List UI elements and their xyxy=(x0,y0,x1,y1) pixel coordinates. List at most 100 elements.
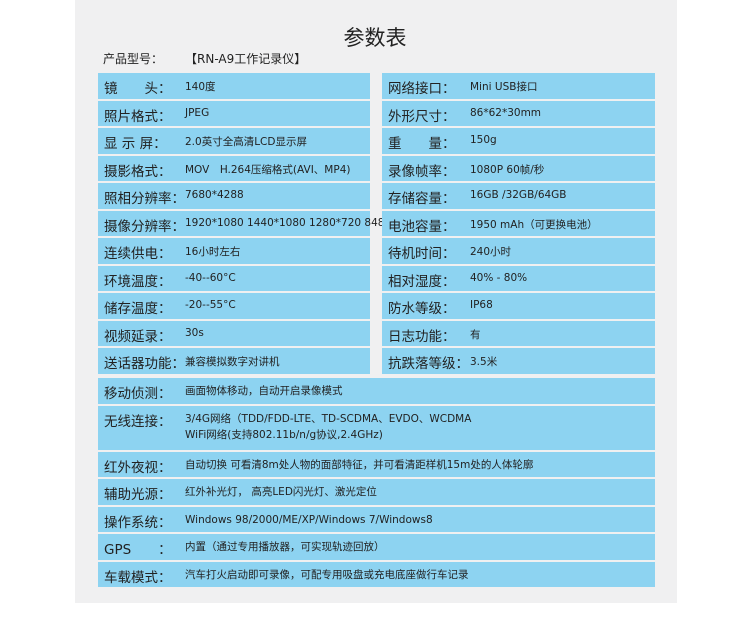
spec-label: 环境温度： xyxy=(104,273,172,290)
spec-value: Mini USB接口 xyxy=(470,81,538,93)
spec-value: 3.5米 xyxy=(470,356,498,368)
spec-label: GPS ： xyxy=(104,542,172,558)
right-cell: 防水等级： IP68 xyxy=(382,293,655,319)
spec-label: 送话器功能： xyxy=(104,356,185,372)
left-cell: 储存温度： -20--55°C xyxy=(98,293,370,319)
full-cell: 辅助光源： 红外补光灯， 高亮LED闪光灯、激光定位 xyxy=(98,479,655,505)
right-cell: 录像帧率： 1080P 60帧/秒 xyxy=(382,155,655,181)
spec-label: 连续供电： xyxy=(104,246,172,262)
spec-label: 摄像分辨率： xyxy=(104,218,185,235)
right-cell: 电池容量： 1950 mAh（可更换电池） xyxy=(382,210,655,236)
spec-value: 30s xyxy=(185,326,204,339)
full-cell: 移动侦测： 画面物体移动，自动开启录像模式 xyxy=(98,378,655,404)
spec-value: 1080P 60帧/秒 xyxy=(470,163,545,176)
value-line: 汽车打火启动即可录像，可配专用吸盘或充电底座做行车记录 xyxy=(185,568,469,581)
spec-label: 无线连接： xyxy=(104,413,172,430)
spec-value: Windows 98/2000/ME/XP/Windows 7/Windows8 xyxy=(185,512,433,528)
value-line: 内置（通过专用播放器，可实现轨迹回放） xyxy=(185,541,385,553)
spec-value: 内置（通过专用播放器，可实现轨迹回放） xyxy=(185,539,385,555)
spec-label: 相对湿度： xyxy=(388,273,456,290)
title: 参数表 xyxy=(343,26,407,50)
left-cell: 送话器功能： 兼容模拟数字对讲机 xyxy=(98,348,370,374)
spec-label: 移动侦测： xyxy=(104,386,172,402)
full-cell: 操作系统： Windows 98/2000/ME/XP/Windows 7/Win… xyxy=(98,506,655,532)
right-cell: 重 量： 150g xyxy=(382,128,655,154)
spec-label: 网络接口： xyxy=(388,81,456,97)
full-cell: 红外夜视： 自动切换 可看清8m处人物的面部特征，并可看清距样机15m处的人体轮廓 xyxy=(98,451,655,477)
spec-label: 存储容量： xyxy=(388,191,456,207)
right-cell: 待机时间： 240小时 xyxy=(382,238,655,264)
spec-label: 抗跌落等级： xyxy=(388,356,469,372)
spec-label: 摄影格式： xyxy=(104,163,172,180)
value-line: WiFi网络(支持802.11b/n/g协议,2.4GHz) xyxy=(185,428,383,441)
full-cell: 无线连接： 3/4G网络（TDD/FDD-LTE、TD-SCDMA、EVDO、WC… xyxy=(98,405,655,450)
value-line: Windows 98/2000/ME/XP/Windows 7/Windows8 xyxy=(185,513,433,526)
spec-value: 红外补光灯， 高亮LED闪光灯、激光定位 xyxy=(185,484,377,500)
spec-label: 储存温度： xyxy=(104,301,172,317)
value-line: 自动切换 可看清8m处人物的面部特征，并可看清距样机15m处的人体轮廓 xyxy=(185,458,534,471)
left-cell: 镜 头： 140度 xyxy=(98,73,370,99)
left-cell: 摄像分辨率： 1920*1080 1440*1080 1280*720 848*4… xyxy=(98,210,410,236)
value-line: 3/4G网络（TDD/FDD-LTE、TD-SCDMA、EVDO、WCDMA xyxy=(185,412,472,425)
right-cell: 外形尺寸： 86*62*30mm xyxy=(382,100,655,126)
spec-label: 外形尺寸： xyxy=(388,108,456,125)
product-row: 产品型号： 【RN-A9工作记录仪】 xyxy=(103,50,306,67)
spec-label: 录像帧率： xyxy=(388,163,456,180)
full-cell: 车载模式： 汽车打火启动即可录像，可配专用吸盘或充电底座做行车记录 xyxy=(98,561,655,587)
spec-value: -20--55°C xyxy=(185,299,236,311)
spec-value: JPEG xyxy=(185,106,210,119)
spec-value: 3/4G网络（TDD/FDD-LTE、TD-SCDMA、EVDO、WCDMA Wi… xyxy=(185,411,471,443)
spec-value: 兼容模拟数字对讲机 xyxy=(185,356,280,368)
spec-label: 视频延录： xyxy=(104,328,172,345)
spec-value: 16GB /32GB/64GB xyxy=(470,189,567,201)
left-cell: 视频延录： 30s xyxy=(98,320,370,346)
product-value: 【RN-A9工作记录仪】 xyxy=(185,52,307,66)
spec-value: -40--60°C xyxy=(185,271,236,284)
spec-label: 待机时间： xyxy=(388,246,456,262)
spec-label: 电池容量： xyxy=(388,218,456,235)
spec-value: 1920*1080 1440*1080 1280*720 848*480 xyxy=(185,216,410,229)
left-cell: 显 示 屏： 2.0英寸全高清LCD显示屏 xyxy=(98,128,370,154)
spec-value: 140度 xyxy=(185,81,216,93)
product-label: 产品型号： xyxy=(103,52,164,66)
spec-value: 16小时左右 xyxy=(185,246,241,258)
value-line: 红外补光灯， 高亮LED闪光灯、激光定位 xyxy=(185,486,377,498)
spec-value: MOV H.264压缩格式(AVI、MP4) xyxy=(185,163,351,176)
left-cell: 照相分辨率： 7680*4288 xyxy=(98,183,370,209)
spec-label: 日志功能： xyxy=(388,328,456,345)
spec-label: 照相分辨率： xyxy=(104,191,185,207)
spec-label: 辅助光源： xyxy=(104,487,172,503)
spec-value: 2.0英寸全高清LCD显示屏 xyxy=(185,136,307,148)
left-cell: 连续供电： 16小时左右 xyxy=(98,238,370,264)
spec-value: 40% - 80% xyxy=(470,271,528,284)
value-line: 画面物体移动，自动开启录像模式 xyxy=(185,385,343,397)
spec-value: 86*62*30mm xyxy=(470,106,542,119)
spec-label: 车载模式： xyxy=(104,569,172,586)
spec-value: 150g xyxy=(470,134,497,146)
right-cell: 抗跌落等级： 3.5米 xyxy=(382,348,655,374)
full-cell: GPS ： 内置（通过专用播放器，可实现轨迹回放） xyxy=(98,534,655,560)
spec-value: 1950 mAh（可更换电池） xyxy=(470,218,598,231)
spec-label: 红外夜视： xyxy=(104,459,172,476)
spec-value: 自动切换 可看清8m处人物的面部特征，并可看清距样机15m处的人体轮廓 xyxy=(185,457,533,473)
right-cell: 日志功能： 有 xyxy=(382,320,655,346)
right-cell: 网络接口： Mini USB接口 xyxy=(382,73,655,99)
spec-label: 镜 头： xyxy=(104,81,172,97)
spec-value: IP68 xyxy=(470,299,493,311)
spec-label: 操作系统： xyxy=(104,514,172,531)
spec-label: 防水等级： xyxy=(388,301,456,317)
left-cell: 摄影格式： MOV H.264压缩格式(AVI、MP4) xyxy=(98,155,370,181)
left-cell: 照片格式： JPEG xyxy=(98,100,370,126)
spec-value: 240小时 xyxy=(470,246,512,258)
spec-label: 照片格式： xyxy=(104,108,172,125)
right-cell: 相对湿度： 40% - 80% xyxy=(382,265,655,291)
spec-value: 7680*4288 xyxy=(185,189,244,201)
spec-value: 汽车打火启动即可录像，可配专用吸盘或充电底座做行车记录 xyxy=(185,567,469,583)
spec-value: 画面物体移动，自动开启录像模式 xyxy=(185,383,343,399)
left-cell: 环境温度： -40--60°C xyxy=(98,265,370,291)
spec-label: 重 量： xyxy=(388,136,456,152)
spec-value: 有 xyxy=(470,328,481,341)
right-cell: 存储容量： 16GB /32GB/64GB xyxy=(382,183,655,209)
spec-label: 显 示 屏： xyxy=(104,136,167,152)
